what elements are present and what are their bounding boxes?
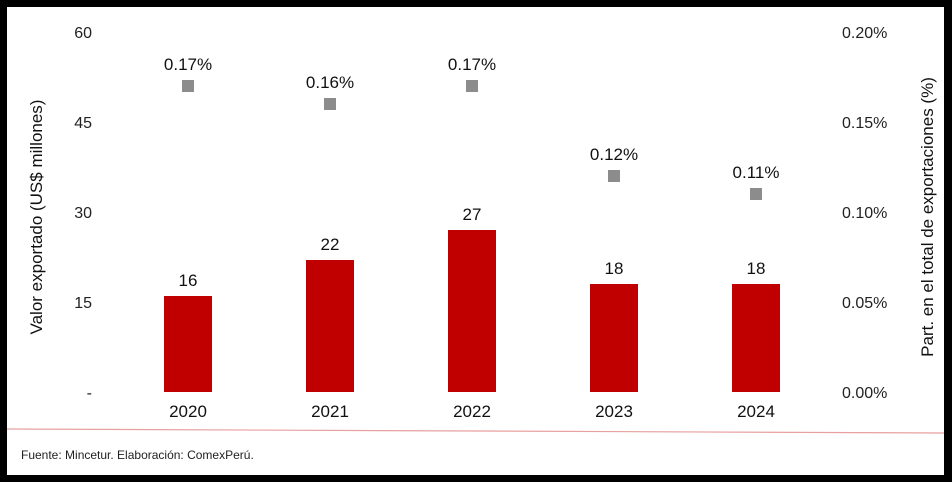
y-tick-label: 45	[74, 115, 92, 132]
bar-value-label: 22	[321, 235, 340, 254]
bar-series	[164, 230, 780, 392]
y-axis-title: Valor exportado (US$ millones)	[27, 100, 46, 335]
share-value-label: 0.17%	[164, 55, 212, 74]
share-marker	[750, 188, 762, 200]
source-note: Fuente: Mincetur. Elaboración: ComexPerú…	[21, 448, 254, 462]
y2-tick-label: 0.15%	[842, 115, 887, 132]
y2-axis-title: Part. en el total de exportaciones (%)	[918, 77, 937, 357]
bar	[164, 296, 212, 392]
y2-axis-ticks: 0.00% 0.05% 0.10% 0.15% 0.20%	[842, 25, 887, 402]
bar	[732, 284, 780, 392]
y2-tick-label: 0.05%	[842, 295, 887, 312]
share-value-label: 0.16%	[306, 73, 354, 92]
share-value-label: 0.11%	[733, 163, 780, 182]
share-value-label: 0.17%	[448, 55, 496, 74]
y2-tick-label: 0.10%	[842, 205, 887, 222]
bar-data-labels: 16 22 27 18 18	[179, 205, 766, 290]
bar	[590, 284, 638, 392]
bar	[448, 230, 496, 392]
share-markers	[182, 80, 762, 200]
y2-tick-label: 0.20%	[842, 25, 887, 42]
y2-tick-label: 0.00%	[842, 385, 887, 402]
bar-value-label: 16	[179, 271, 198, 290]
x-category-label: 2021	[311, 402, 349, 421]
x-category-label: 2024	[737, 402, 775, 421]
y-tick-label: 15	[74, 295, 92, 312]
share-marker	[608, 170, 620, 182]
chart: - 15 30 45 60 0.00% 0.05% 0.10% 0.15% 0.20% 16 22…	[7, 25, 944, 434]
bar-value-label: 18	[747, 259, 766, 278]
chart-frame: - 15 30 45 60 0.00% 0.05% 0.10% 0.15% 0.20% 16 22…	[7, 7, 944, 475]
x-category-label: 2023	[595, 402, 633, 421]
x-category-label: 2022	[453, 402, 491, 421]
y-tick-label: -	[87, 385, 92, 402]
share-marker	[324, 98, 336, 110]
share-marker	[466, 80, 478, 92]
bar-value-label: 27	[463, 205, 482, 224]
bar-value-label: 18	[605, 259, 624, 278]
divider-line	[7, 428, 944, 434]
share-marker	[182, 80, 194, 92]
x-category-label: 2020	[169, 402, 207, 421]
y-axis-ticks: - 15 30 45 60	[74, 25, 92, 402]
share-data-labels: 0.17% 0.16% 0.17% 0.12% 0.11%	[164, 55, 780, 182]
y-tick-label: 60	[74, 25, 92, 42]
bar	[306, 260, 354, 392]
share-value-label: 0.12%	[590, 145, 638, 164]
y-tick-label: 30	[74, 205, 92, 222]
x-axis-labels: 2020 2021 2022 2023 2024	[169, 402, 775, 421]
